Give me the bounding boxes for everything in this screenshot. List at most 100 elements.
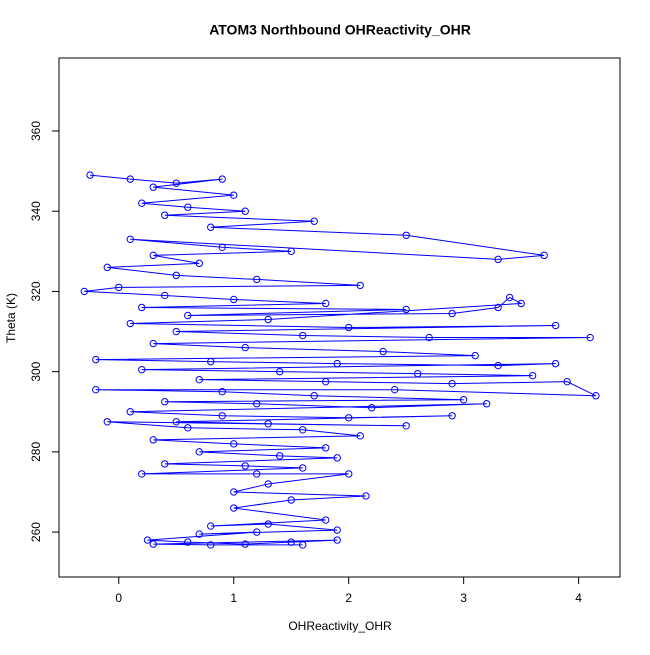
data-point	[299, 331, 307, 340]
data-point	[322, 299, 330, 308]
data-point	[425, 333, 433, 342]
data-point	[471, 351, 479, 360]
data-point	[207, 223, 215, 231]
x-tick-label: 0	[115, 591, 122, 605]
data-point	[310, 217, 318, 225]
data-point	[322, 516, 330, 524]
data-point	[459, 396, 468, 404]
data-point	[92, 355, 100, 364]
data-point	[126, 319, 134, 328]
data-point	[413, 369, 422, 378]
data-point	[218, 243, 226, 252]
data-point	[230, 440, 238, 448]
data-point	[184, 203, 192, 211]
data-point	[448, 412, 456, 420]
data-point	[333, 536, 341, 544]
data-point	[448, 309, 456, 318]
y-axis-label: Theta (K)	[4, 293, 18, 343]
data-point	[207, 357, 215, 366]
data-point	[299, 426, 307, 434]
data-point	[276, 367, 284, 376]
data-point	[138, 470, 146, 478]
data-point	[287, 496, 295, 504]
data-point	[126, 235, 134, 243]
data-point	[161, 460, 169, 468]
data-point	[195, 375, 203, 384]
data-point	[184, 311, 192, 320]
data-point	[402, 231, 410, 239]
data-line	[84, 174, 597, 546]
data-point	[207, 522, 215, 530]
data-point	[149, 540, 157, 548]
data-point	[299, 464, 307, 472]
data-point	[517, 299, 525, 308]
data-point	[138, 303, 146, 312]
y-tick-label: 300	[29, 361, 43, 381]
data-point	[344, 323, 353, 332]
data-point	[241, 540, 249, 548]
data-point	[287, 247, 295, 256]
data-point	[333, 359, 341, 368]
data-point	[494, 303, 502, 312]
x-tick-label: 2	[345, 591, 352, 605]
data-point	[563, 377, 571, 386]
data-point	[172, 179, 180, 187]
data-point	[161, 211, 169, 219]
data-point	[494, 361, 502, 370]
data-point	[241, 462, 249, 470]
data-point	[264, 420, 272, 428]
data-point	[540, 251, 548, 260]
data-point	[195, 448, 203, 456]
data-point	[149, 436, 157, 444]
data-point	[253, 275, 261, 284]
data-point	[138, 365, 146, 374]
data-point	[592, 392, 600, 400]
data-point	[184, 424, 192, 432]
data-point	[103, 418, 111, 426]
data-point	[126, 408, 134, 416]
data-point	[367, 404, 376, 412]
chart-title: ATOM3 Northbound OHReactivity_OHR	[209, 22, 471, 38]
data-point	[172, 271, 180, 280]
data-point	[253, 528, 261, 536]
data-point	[172, 418, 180, 426]
y-tick-label: 260	[29, 522, 43, 542]
data-point	[299, 541, 307, 549]
data-point	[103, 263, 111, 272]
x-tick-label: 4	[575, 591, 582, 605]
data-point	[264, 480, 272, 488]
data-point	[143, 536, 152, 544]
y-tick-label: 360	[29, 121, 43, 141]
y-tick-label: 280	[29, 442, 43, 462]
data-point	[149, 251, 157, 260]
data-point	[390, 385, 399, 394]
data-point	[482, 400, 491, 408]
data-point	[264, 520, 272, 528]
data-point	[528, 371, 537, 380]
data-point	[230, 488, 238, 496]
data-point	[322, 444, 330, 452]
data-point	[207, 541, 215, 549]
data-point	[149, 339, 157, 348]
data-point	[195, 259, 203, 268]
data-point	[333, 454, 341, 462]
data-point	[92, 385, 100, 394]
data-point	[287, 538, 295, 546]
data-point	[115, 283, 123, 292]
data-point	[241, 207, 249, 215]
data-point	[218, 388, 226, 396]
data-point	[551, 359, 560, 368]
plot-box	[58, 57, 621, 578]
x-tick-label: 1	[230, 591, 237, 605]
data-point	[126, 175, 134, 183]
data-point	[149, 183, 157, 191]
data-point	[362, 492, 370, 500]
data-point	[161, 291, 169, 300]
y-tick-label: 320	[29, 281, 43, 301]
data-point	[80, 287, 88, 296]
data-point	[264, 315, 272, 324]
data-point	[505, 293, 514, 302]
data-point	[356, 281, 364, 290]
data-point	[448, 379, 456, 388]
